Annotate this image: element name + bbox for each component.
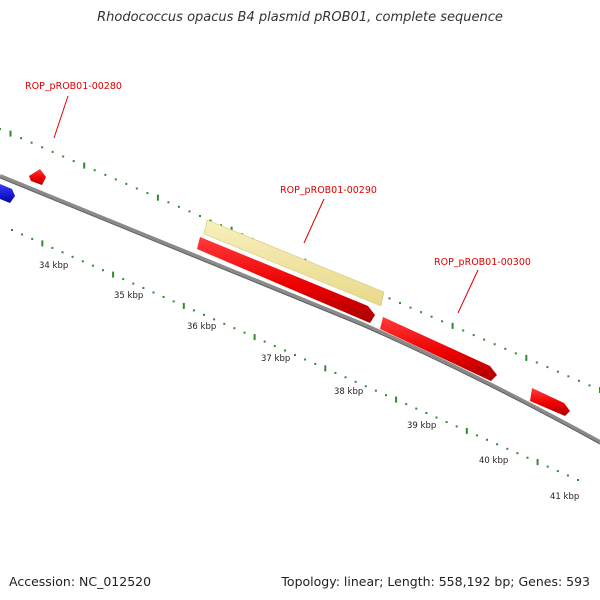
gene-label-00300[interactable]: ROP_pROB01-00300 — [434, 257, 531, 268]
kbp-label-34: 34 kbp — [39, 261, 68, 271]
gene-label-00280[interactable]: ROP_pROB01-00280 — [25, 81, 122, 92]
sequence-backbone-shade — [0, 177, 600, 445]
gene-rop-00300[interactable] — [380, 317, 497, 381]
kbp-label-39: 39 kbp — [407, 421, 436, 431]
kbp-label-37: 37 kbp — [261, 354, 290, 364]
kbp-label-41: 41 kbp — [550, 492, 579, 502]
gene-blue-fragment[interactable] — [0, 184, 15, 203]
kbp-label-35: 35 kbp — [114, 291, 143, 301]
map-title: Rhodococcus opacus B4 plasmid pROB01, co… — [97, 10, 503, 25]
sequence-backbone — [0, 174, 600, 444]
gene-label-00290[interactable]: ROP_pROB01-00290 — [280, 185, 377, 196]
leader-line-00280 — [53, 95, 69, 139]
kbp-label-38: 38 kbp — [334, 387, 363, 397]
gene-rop-00290-companion[interactable] — [197, 237, 375, 323]
lower-tick-row — [11, 229, 579, 481]
gene-next[interactable] — [530, 388, 570, 416]
kbp-label-40: 40 kbp — [479, 456, 508, 466]
sequence-summary-text: Topology: linear; Length: 558,192 bp; Ge… — [281, 574, 590, 589]
kbp-label-36: 36 kbp — [187, 322, 216, 332]
accession-text: Accession: NC_012520 — [9, 574, 152, 589]
gene-rop-00280[interactable] — [29, 169, 46, 185]
leader-line-00300 — [457, 269, 479, 314]
leader-line-00290 — [303, 198, 325, 244]
gene-rop-00290[interactable] — [203, 219, 385, 307]
